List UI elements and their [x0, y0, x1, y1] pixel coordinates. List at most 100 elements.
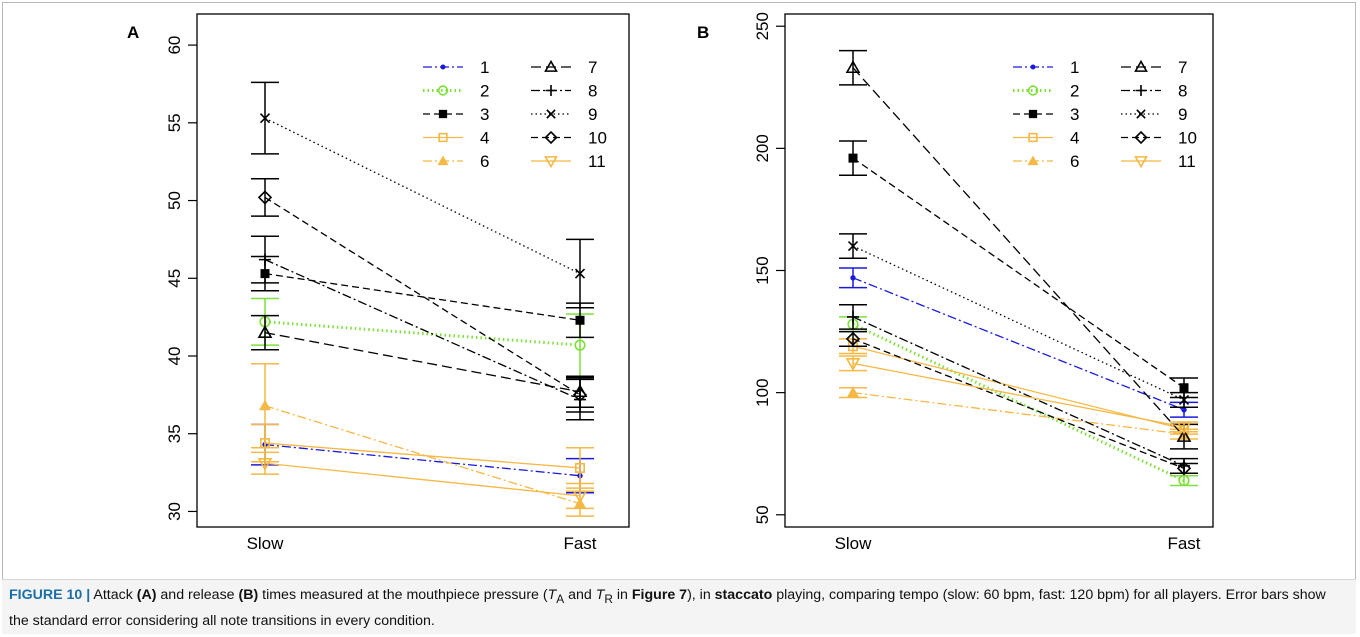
data-point — [1179, 383, 1189, 393]
legend-label: 10 — [588, 129, 607, 148]
figure-reference[interactable]: Figure 7 — [631, 587, 688, 603]
legend-marker — [544, 130, 558, 145]
data-point — [575, 315, 585, 325]
panel-label: B — [697, 23, 709, 42]
data-point — [1176, 461, 1192, 476]
series-line — [852, 245, 1185, 401]
caption-text: and — [564, 587, 596, 603]
x-category-label: Fast — [563, 534, 596, 553]
legend-marker — [1028, 109, 1038, 119]
data-point — [572, 387, 588, 402]
legend-marker — [1027, 155, 1039, 166]
series-line — [852, 277, 1185, 411]
figure-charts: A 30 35 40 45 50 55 60 Slow Fast 1 7 2 8 3 9 4 10 6 11 B 50 1… — [127, 12, 1214, 553]
caption-symbol: T — [547, 587, 557, 603]
legend-marker — [438, 109, 448, 119]
legend-label: 4 — [480, 129, 489, 148]
series-line — [264, 443, 581, 477]
panel-b: B 50 100 150 200 250 Slow Fast 1 7 2 8 3 9 4 10 6 11 — [697, 12, 1214, 553]
y-tick-label: 55 — [165, 113, 184, 132]
y-tick-label: 40 — [165, 347, 184, 366]
caption-text: times measured at the mouthpiece pressur… — [258, 587, 548, 603]
legend-label: 8 — [588, 82, 597, 101]
y-tick-label: 50 — [753, 505, 772, 524]
y-tick-label: 100 — [753, 378, 772, 406]
legend-marker — [1028, 132, 1038, 143]
legend-label: 1 — [1070, 58, 1079, 77]
legend-marker — [1134, 130, 1148, 145]
data-point — [572, 490, 588, 504]
series-line — [852, 338, 1185, 469]
legend-marker — [440, 64, 446, 70]
figure-label: FIGURE 10 | — [9, 587, 91, 603]
legend-marker — [437, 85, 449, 96]
caption-text: playing, comparing tempo (slow: 60 bpm, … — [9, 587, 1326, 629]
legend: 1 7 2 8 3 9 4 10 6 11 — [423, 58, 607, 171]
data-point — [574, 339, 586, 351]
legend-label: 1 — [480, 58, 489, 77]
legend-marker — [546, 109, 556, 119]
y-tick-label: 35 — [165, 424, 184, 443]
caption-bold: (A) — [136, 587, 157, 603]
data-point — [1176, 429, 1192, 442]
x-category-label: Slow — [247, 534, 285, 553]
legend-label: 11 — [588, 152, 606, 171]
legend-label: 4 — [1070, 129, 1079, 148]
error-bar — [251, 451, 279, 475]
legend-marker — [1135, 85, 1147, 96]
legend-label: 6 — [1070, 152, 1079, 171]
caption-text: in — [612, 587, 632, 603]
y-tick-label: 200 — [753, 134, 772, 162]
caption-symbol: T — [595, 587, 605, 603]
legend-marker — [545, 85, 557, 96]
data-point — [850, 275, 856, 281]
data-point — [259, 253, 271, 266]
caption-text: ), in — [687, 587, 715, 603]
y-tick-label: 50 — [165, 191, 184, 210]
data-point — [1178, 394, 1190, 406]
legend-marker — [544, 59, 558, 72]
error-bar — [566, 446, 594, 489]
legend-marker — [438, 132, 448, 143]
data-point — [257, 325, 273, 338]
legend-label: 3 — [1070, 105, 1079, 124]
legend-label: 2 — [480, 82, 489, 101]
panel-label: A — [127, 23, 139, 42]
series-line — [264, 272, 581, 321]
series-line — [852, 362, 1185, 428]
series-line — [852, 391, 1185, 435]
series-line — [264, 442, 581, 469]
legend-label: 6 — [480, 152, 489, 171]
series-line — [852, 157, 1185, 389]
legend-label: 9 — [1178, 105, 1187, 124]
error-bar — [251, 314, 279, 351]
panel-a: A 30 35 40 45 50 55 60 Slow Fast 1 7 2 8 3 9 4 10 6 11 — [127, 13, 630, 553]
legend-marker — [1030, 64, 1036, 70]
legend-label: 7 — [588, 58, 597, 77]
series-line — [264, 405, 581, 505]
legend-marker — [1027, 85, 1039, 96]
x-category-label: Slow — [835, 534, 873, 553]
legend-label: 3 — [480, 105, 489, 124]
data-point — [259, 399, 271, 411]
series-line — [264, 259, 581, 401]
caption-subscript: R — [604, 591, 613, 606]
legend: 1 7 2 8 3 9 4 10 6 11 — [1013, 58, 1197, 171]
legend-label: 2 — [1070, 82, 1079, 101]
y-tick-label: 250 — [753, 12, 772, 40]
data-point — [845, 358, 861, 371]
legend-label: 10 — [1178, 129, 1197, 148]
data-point — [1176, 421, 1192, 435]
y-tick-label: 150 — [753, 256, 772, 284]
error-bar — [251, 178, 279, 217]
legend-marker — [1134, 156, 1148, 169]
data-point — [847, 241, 859, 252]
data-point — [259, 113, 271, 124]
y-tick-label: 60 — [165, 36, 184, 55]
legend-marker — [544, 156, 558, 169]
series-line — [264, 332, 581, 393]
series-line — [264, 462, 581, 497]
legend-label: 7 — [1178, 58, 1187, 77]
caption-subscript: A — [556, 591, 565, 606]
legend-marker — [1136, 109, 1146, 119]
